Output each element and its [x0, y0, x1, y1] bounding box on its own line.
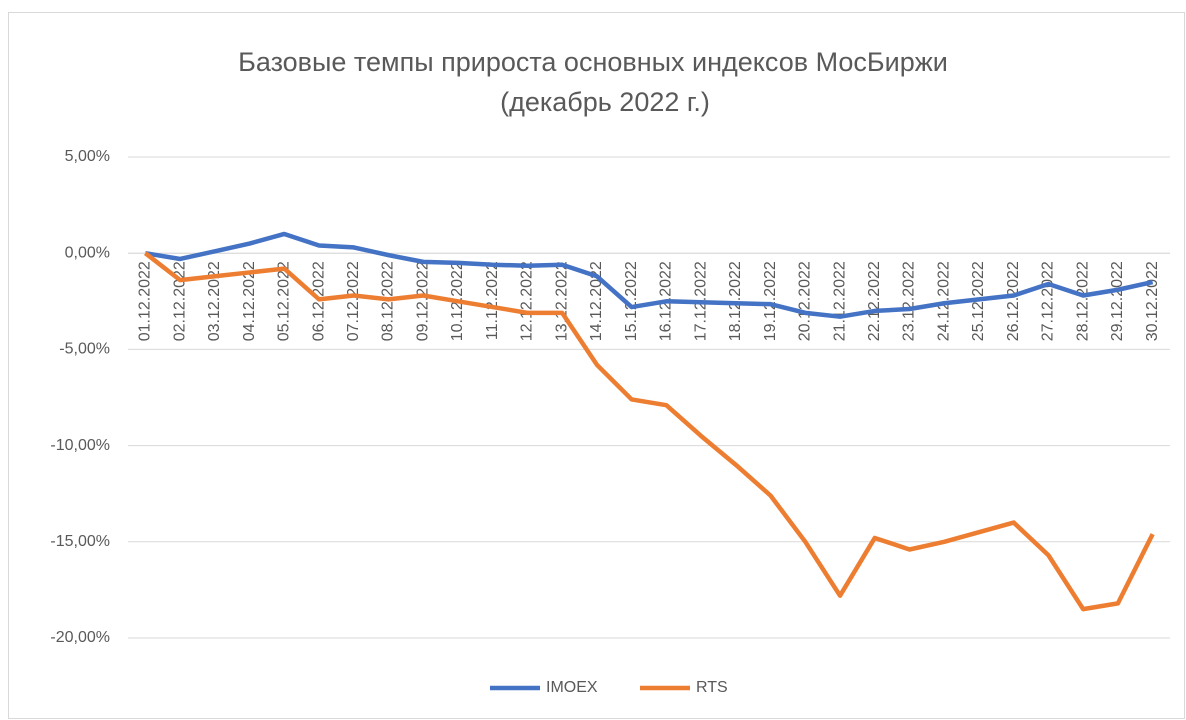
- x-tick-label: 04.12.2022: [241, 261, 258, 341]
- chart-title: Базовые темпы прироста основных индексов…: [238, 47, 948, 77]
- x-tick-label: 19.12.2022: [762, 261, 779, 341]
- y-tick-label: 0,00%: [65, 244, 110, 261]
- x-tick-label: 29.12.2022: [1109, 261, 1126, 341]
- y-tick-label: -20,00%: [50, 629, 110, 646]
- y-tick-label: 5,00%: [65, 148, 110, 165]
- chart-title: (декабрь 2022 г.): [500, 87, 710, 117]
- x-tick-label: 07.12.2022: [345, 261, 362, 341]
- x-tick-label: 09.12.2022: [414, 261, 431, 341]
- x-tick-label: 27.12.2022: [1040, 261, 1057, 341]
- y-tick-label: -10,00%: [50, 437, 110, 454]
- series-line: [144, 231, 1154, 319]
- y-tick-label: -5,00%: [59, 341, 110, 358]
- x-tick-label: 15.12.2022: [623, 261, 640, 341]
- x-tick-label: 05.12.2022: [276, 261, 293, 341]
- x-tick-label: 12.12.2022: [519, 261, 536, 341]
- x-tick-label: 20.12.2022: [797, 261, 814, 341]
- x-tick-label: 23.12.2022: [901, 261, 918, 341]
- legend-label: IMOEX: [546, 679, 598, 696]
- x-tick-label: 03.12.2022: [206, 261, 223, 341]
- series-line: [143, 251, 1155, 612]
- x-tick-label: 26.12.2022: [1005, 261, 1022, 341]
- x-tick-label: 01.12.2022: [137, 261, 154, 341]
- x-tick-label: 22.12.2022: [866, 261, 883, 341]
- legend-label: RTS: [696, 679, 728, 696]
- x-tick-label: 13.12.2022: [553, 261, 570, 341]
- x-tick-label: 21.12.2022: [831, 261, 848, 341]
- x-tick-label: 11.12.2022: [484, 261, 501, 340]
- x-tick-label: 30.12.2022: [1144, 261, 1161, 341]
- y-tick-label: -15,00%: [50, 533, 110, 550]
- x-tick-label: 28.12.2022: [1074, 261, 1091, 341]
